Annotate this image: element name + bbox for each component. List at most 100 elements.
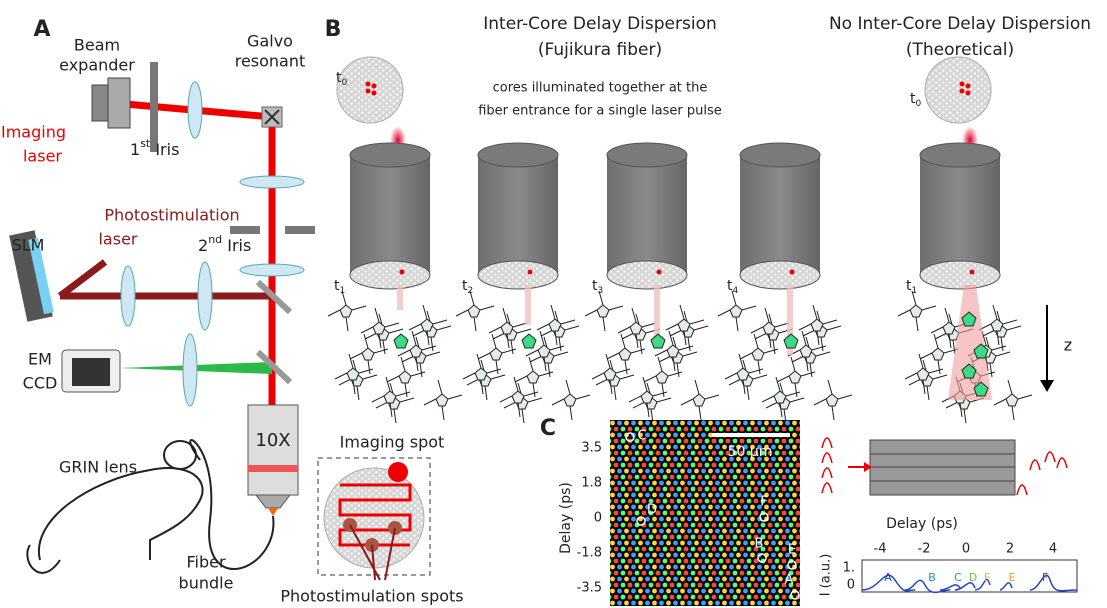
label-part: 1: [130, 140, 140, 159]
neuron: [456, 291, 494, 331]
neuron: [504, 383, 542, 423]
label: Imaging spot: [340, 433, 445, 452]
colorbar-tick-label: -3.5: [577, 581, 602, 596]
label: Imaging: [1, 123, 66, 142]
colorbar-tick-label: 3.5: [581, 441, 602, 456]
active-neuron: [784, 334, 798, 348]
lit-core: [528, 270, 533, 275]
peak-label: B: [928, 571, 936, 584]
fiber-face: [920, 261, 1000, 289]
label: 2nd Iris: [198, 233, 251, 255]
light-path: [654, 285, 660, 340]
axis-label: I (a.u.): [819, 554, 834, 597]
lit-core: [790, 270, 795, 275]
label: EM: [28, 350, 52, 369]
x-tick-label: -2: [918, 542, 931, 557]
title: No Inter-Core Delay Dispersion: [829, 14, 1091, 34]
subscript: 4: [733, 286, 739, 296]
x-tick-label: -4: [874, 542, 887, 557]
label: GRIN lens: [59, 458, 137, 477]
active-neuron: [394, 334, 408, 348]
scale-bar-label: 50 µm: [728, 444, 773, 460]
fiber-body: [920, 155, 1000, 275]
core-label: F: [760, 495, 767, 510]
fiber-body: [478, 155, 558, 275]
label: Beam: [74, 36, 120, 55]
neuron: [659, 337, 697, 377]
fiber-top: [740, 143, 820, 167]
axis-label: z: [1064, 336, 1072, 355]
fiber-top: [607, 143, 687, 167]
label: laser: [23, 147, 62, 166]
fiber-face: [350, 261, 430, 289]
y-tick-label: 0: [847, 578, 855, 593]
neuron: [424, 380, 462, 420]
neuron: [994, 380, 1032, 420]
fiber-top: [478, 143, 558, 167]
label: Photostimulation spots: [280, 587, 463, 606]
core-label: D: [647, 503, 657, 518]
core-label: A: [785, 573, 794, 588]
subscript: 0: [342, 78, 348, 88]
colorbar-tick-label: -1.8: [577, 546, 602, 561]
neuron: [909, 360, 947, 400]
neuron: [898, 291, 936, 331]
fiber-body: [740, 155, 820, 275]
y-tick-label: 1.: [843, 561, 855, 576]
neuron: [718, 291, 756, 331]
neuron: [585, 291, 623, 331]
subscript: 3: [598, 286, 604, 296]
peak-label: C: [954, 571, 962, 584]
label: bundle: [179, 574, 234, 593]
time-label: t1: [906, 278, 917, 296]
neuron: [729, 360, 767, 400]
active-neuron: [522, 334, 536, 348]
core-label: B: [755, 537, 764, 552]
neuron: [530, 337, 568, 377]
neuron: [328, 291, 366, 331]
core-label: E: [788, 543, 796, 558]
time-label: t0: [910, 91, 922, 109]
neuron: [633, 383, 671, 423]
note: fiber entrance for a single laser pulse: [478, 104, 722, 119]
peak-label: D: [969, 571, 977, 584]
time-label: t1: [334, 278, 345, 296]
subscript: 1: [340, 286, 346, 296]
peak-label: F: [1042, 571, 1048, 584]
x-tick-label: 4: [1049, 542, 1057, 557]
peak-label: E: [1009, 571, 1016, 584]
label: 1st Iris: [130, 137, 179, 159]
neuron: [339, 360, 377, 400]
x-tick-label: 0: [962, 542, 970, 557]
figure: A Beam expander Galvo resonant Imaging l…: [0, 0, 1107, 608]
colorbar-tick-label: 0: [594, 511, 602, 526]
fiber-top: [920, 143, 1000, 167]
label-part: Iris: [150, 140, 179, 159]
label-part: Iris: [222, 236, 251, 255]
fiber-face: [478, 261, 558, 289]
time-label: t4: [727, 278, 739, 296]
label: expander: [59, 56, 135, 75]
light-path: [397, 285, 403, 310]
label: Fiber: [186, 553, 225, 572]
neuron: [376, 383, 414, 423]
fiber-top: [350, 143, 430, 167]
label: CCD: [23, 374, 58, 393]
neuron: [766, 383, 804, 423]
label: SLM: [12, 236, 45, 255]
fiber-face: [740, 261, 820, 289]
axis-label: Delay (ps): [886, 516, 958, 532]
fiber-body: [350, 155, 430, 275]
panel-label: C: [540, 416, 556, 441]
label: Galvo: [247, 32, 293, 51]
title: Inter-Core Delay Dispersion: [483, 14, 717, 34]
fiber-face: [607, 261, 687, 289]
panel-label: A: [33, 17, 50, 42]
subscript: 0: [916, 99, 922, 109]
lit-core: [400, 270, 405, 275]
neuron: [596, 360, 634, 400]
x-tick-label: 2: [1006, 542, 1014, 557]
note: cores illuminated together at the: [493, 81, 708, 96]
label-part: 2: [198, 236, 208, 255]
neuron: [792, 337, 830, 377]
